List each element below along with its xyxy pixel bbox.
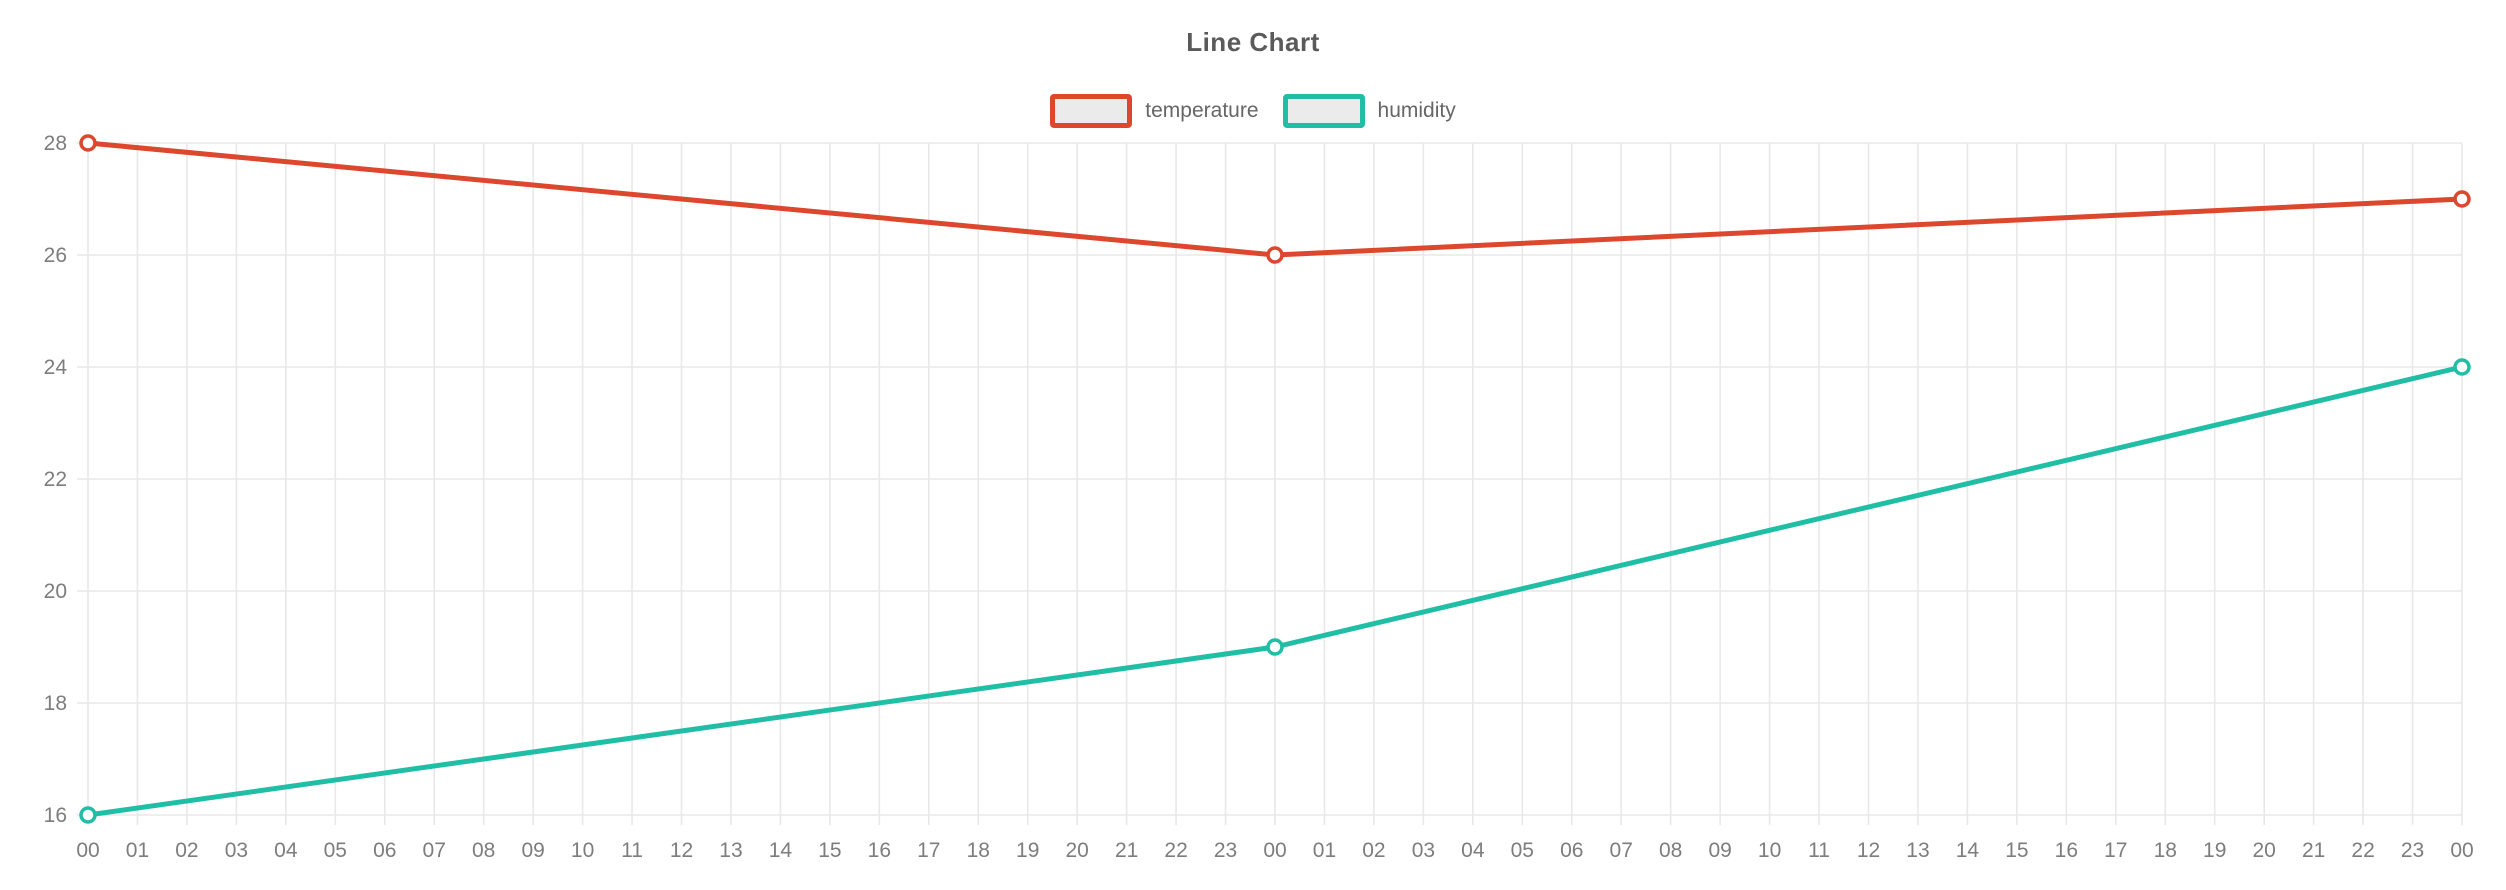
x-tick-label: 18	[967, 839, 990, 862]
x-tick-label: 00	[76, 839, 99, 862]
x-tick-label: 08	[472, 839, 495, 862]
data-point-humidity[interactable]	[2453, 358, 2471, 376]
x-tick-label: 10	[1758, 839, 1781, 862]
legend-item-humidity[interactable]: humidity	[1282, 94, 1456, 128]
data-point-temperature[interactable]	[79, 134, 97, 152]
x-tick-label: 19	[2203, 839, 2226, 862]
y-tick-label: 20	[44, 580, 67, 603]
data-point-temperature[interactable]	[2453, 190, 2471, 208]
x-tick-label: 16	[868, 839, 891, 862]
x-tick-label: 19	[1016, 839, 1039, 862]
x-tick-label: 20	[2252, 839, 2275, 862]
x-tick-label: 05	[1511, 839, 1534, 862]
x-tick-label: 00	[1263, 839, 1286, 862]
data-point-humidity[interactable]	[1266, 638, 1284, 656]
x-tick-label: 09	[1708, 839, 1731, 862]
x-tick-label: 13	[719, 839, 742, 862]
x-tick-label: 04	[1461, 839, 1485, 862]
y-tick-label: 16	[44, 804, 67, 827]
x-tick-label: 23	[2401, 839, 2424, 862]
x-tick-label: 21	[2302, 839, 2325, 862]
x-tick-label: 01	[1313, 839, 1336, 862]
x-tick-label: 03	[225, 839, 248, 862]
x-tick-label: 18	[2154, 839, 2177, 862]
y-tick-label: 26	[44, 244, 67, 267]
x-tick-label: 02	[1362, 839, 1385, 862]
x-tick-label: 21	[1115, 839, 1138, 862]
y-tick-label: 18	[44, 692, 67, 715]
x-tick-label: 06	[1560, 839, 1583, 862]
x-tick-label: 17	[2104, 839, 2127, 862]
x-tick-label: 12	[1857, 839, 1880, 862]
x-tick-label: 14	[769, 839, 793, 862]
temperature-legend-swatch	[1050, 94, 1133, 128]
legend-label-humidity: humidity	[1377, 99, 1456, 122]
y-tick-label: 28	[44, 132, 67, 155]
x-tick-label: 17	[917, 839, 940, 862]
x-tick-label: 22	[1164, 839, 1187, 862]
y-tick-label: 22	[44, 468, 67, 491]
x-tick-label: 16	[2055, 839, 2078, 862]
x-tick-label: 11	[1808, 839, 1830, 862]
x-tick-label: 00	[2450, 839, 2473, 862]
x-tick-label: 07	[423, 839, 446, 862]
y-tick-label: 24	[44, 356, 68, 379]
chart-legend: temperature humidity	[0, 94, 2506, 128]
x-tick-label: 09	[521, 839, 544, 862]
x-tick-label: 08	[1659, 839, 1682, 862]
x-tick-label: 22	[2351, 839, 2374, 862]
humidity-legend-swatch	[1282, 94, 1365, 128]
x-tick-label: 10	[571, 839, 594, 862]
x-tick-label: 07	[1610, 839, 1633, 862]
x-tick-label: 03	[1412, 839, 1435, 862]
data-point-humidity[interactable]	[79, 806, 97, 824]
x-tick-label: 20	[1065, 839, 1088, 862]
chart-title: Line Chart	[1186, 27, 1320, 57]
legend-label-temperature: temperature	[1145, 99, 1259, 122]
legend-item-temperature[interactable]: temperature	[1050, 94, 1259, 128]
x-tick-label: 01	[126, 839, 149, 862]
x-tick-label: 15	[2005, 839, 2028, 862]
x-tick-label: 11	[621, 839, 643, 862]
x-tick-label: 12	[670, 839, 693, 862]
x-tick-label: 04	[274, 839, 298, 862]
x-tick-label: 14	[1956, 839, 1980, 862]
x-tick-label: 15	[818, 839, 841, 862]
data-point-temperature[interactable]	[1266, 246, 1284, 264]
x-tick-label: 13	[1906, 839, 1929, 862]
x-tick-label: 23	[1214, 839, 1237, 862]
x-tick-label: 06	[373, 839, 396, 862]
x-tick-label: 05	[324, 839, 347, 862]
x-tick-label: 02	[175, 839, 198, 862]
